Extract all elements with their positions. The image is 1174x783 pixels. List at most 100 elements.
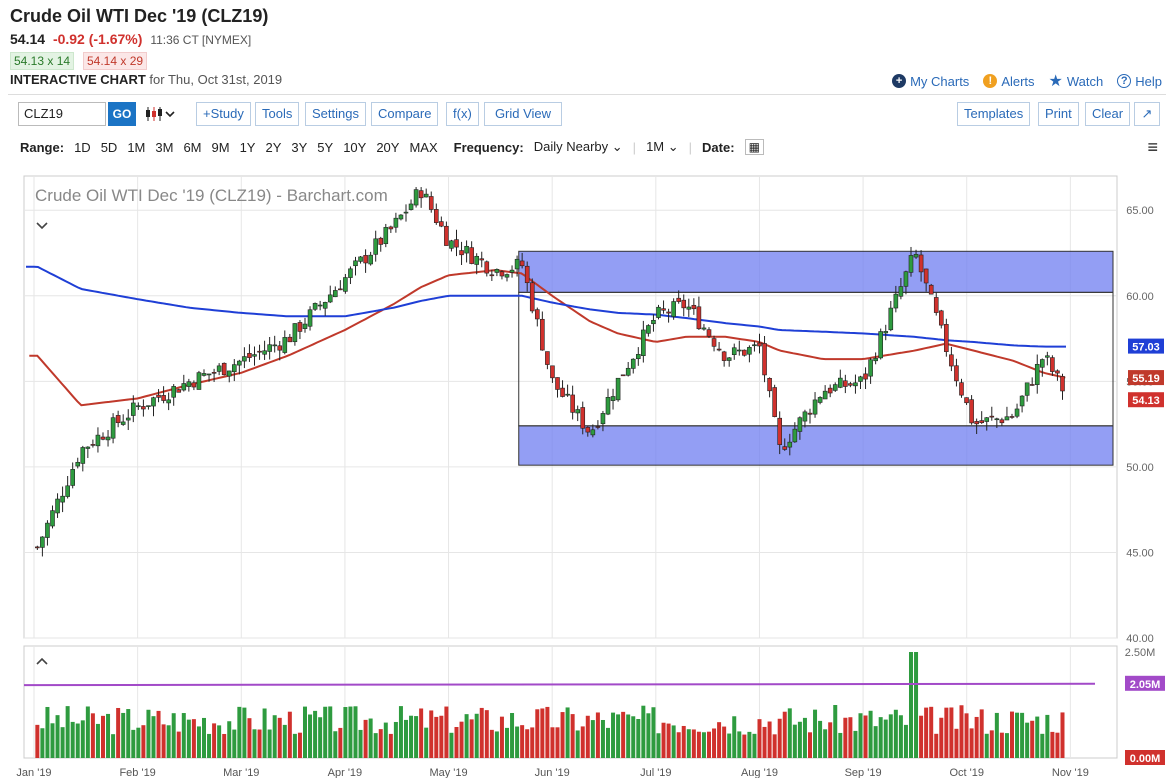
fx-button[interactable]: f(x): [446, 102, 479, 126]
volume-bar: [636, 718, 641, 758]
candle: [292, 323, 298, 343]
range-option-1m[interactable]: 1M: [127, 139, 146, 155]
volume-bar: [449, 732, 454, 758]
compare-button[interactable]: Compare: [371, 102, 439, 126]
candle: [938, 310, 944, 326]
volume-bar: [959, 705, 964, 758]
candle: [701, 327, 707, 330]
settings-button[interactable]: Settings: [305, 102, 366, 126]
volume-bar: [166, 725, 171, 758]
volume-bar: [383, 722, 388, 758]
range-option-2y[interactable]: 2Y: [265, 139, 282, 155]
candle: [742, 349, 747, 356]
candle: [514, 258, 520, 270]
alerts-link[interactable]: ! Alerts: [983, 74, 1035, 89]
candle: [1024, 382, 1030, 396]
candle: [433, 209, 439, 223]
candle: [216, 365, 222, 372]
ma200-line: [26, 265, 1066, 348]
candle: [979, 420, 984, 424]
volume-bar: [40, 728, 45, 758]
candle: [903, 271, 909, 287]
volume-bar: [641, 705, 646, 758]
range-option-3m[interactable]: 3M: [155, 139, 174, 155]
range-option-1y[interactable]: 1Y: [239, 139, 256, 155]
volume-average-line: [23, 682, 1096, 687]
range-option-3y[interactable]: 3Y: [291, 139, 308, 155]
volume-bar: [767, 721, 772, 758]
candle: [671, 301, 676, 317]
volume-bar: [429, 710, 434, 758]
interval-select[interactable]: 1M ⌄: [646, 139, 679, 155]
range-options: 1D 5D 1M 3M 6M 9M 1Y 2Y 3Y 5Y 10Y 20Y MAX: [74, 140, 438, 155]
range-option-6m[interactable]: 6M: [183, 139, 202, 155]
chevron-down-icon[interactable]: [36, 222, 48, 230]
candle: [853, 382, 858, 387]
expand-button[interactable]: ↗: [1134, 102, 1160, 126]
x-tick-label: Jul '19: [640, 767, 671, 778]
watch-link[interactable]: ★ Watch: [1049, 71, 1104, 91]
volume-bar: [484, 710, 489, 758]
price-label-box: [1128, 338, 1164, 354]
volume-bar: [747, 731, 752, 758]
candle: [327, 294, 333, 303]
candle: [716, 348, 722, 351]
candle: [752, 344, 757, 347]
templates-button[interactable]: Templates: [957, 102, 1031, 126]
clear-button[interactable]: Clear: [1085, 102, 1131, 126]
candle: [933, 297, 939, 313]
range-option-1d[interactable]: 1D: [74, 139, 91, 155]
candle: [923, 268, 929, 284]
candle: [1004, 416, 1010, 421]
volume-bar: [752, 733, 757, 758]
grid-view-button[interactable]: Grid View: [484, 102, 562, 126]
interactive-chart-line: INTERACTIVE CHART for Thu, Oct 31st, 201…: [10, 72, 282, 87]
volume-bar: [100, 715, 105, 758]
volume-bar: [772, 734, 777, 758]
menu-icon[interactable]: ≡: [1147, 137, 1158, 157]
range-option-10y[interactable]: 10Y: [343, 139, 367, 155]
tools-button[interactable]: Tools: [255, 102, 300, 126]
frequency-select[interactable]: Daily Nearby ⌄: [534, 139, 623, 155]
volume-bar: [454, 727, 459, 758]
symbol-input[interactable]: CLZ19: [18, 102, 106, 126]
chart-area[interactable]: Jan '19 Feb '19 Mar '19 Apr '19 May '19 Jun '…: [0, 168, 1174, 783]
volume-bar: [181, 713, 186, 758]
candle: [449, 240, 454, 249]
volume-bar: [95, 723, 100, 758]
volume-bar: [813, 709, 818, 758]
candle: [959, 382, 964, 396]
range-option-20y[interactable]: 20Y: [376, 139, 400, 155]
volume-bar: [843, 717, 848, 758]
volume-bar: [121, 712, 126, 758]
candle: [343, 277, 348, 292]
chart-type-dropdown[interactable]: [143, 102, 177, 126]
candle: [964, 397, 969, 404]
help-icon: ?: [1117, 74, 1132, 88]
range-option-5y[interactable]: 5Y: [317, 139, 334, 155]
volume-bar: [499, 716, 504, 758]
volume-bar: [626, 714, 631, 758]
candle: [868, 359, 873, 377]
help-link[interactable]: ? Help: [1117, 74, 1162, 89]
ma50-line: [29, 269, 1066, 407]
print-button[interactable]: Print: [1038, 102, 1079, 126]
y-tick-label: 40.00: [1126, 633, 1154, 645]
candle: [949, 354, 954, 367]
x-tick-label: Aug '19: [741, 767, 778, 778]
calendar-button[interactable]: ▦: [744, 139, 764, 155]
my-charts-link[interactable]: + My Charts: [892, 74, 969, 89]
candle: [747, 347, 752, 355]
study-button[interactable]: +Study: [196, 102, 251, 126]
range-option-max[interactable]: MAX: [409, 139, 438, 155]
range-option-5d[interactable]: 5D: [100, 139, 118, 155]
price-chart[interactable]: Jan '19 Feb '19 Mar '19 Apr '19 May '19 Jun '…: [0, 168, 1174, 779]
candle: [226, 370, 232, 377]
go-button[interactable]: GO: [108, 102, 136, 126]
chevron-up-icon[interactable]: [36, 657, 48, 665]
candle: [454, 239, 459, 248]
ask-badge: 54.14 x 29: [83, 52, 148, 70]
candle: [353, 260, 358, 267]
volume-bar: [873, 726, 878, 758]
range-option-9m[interactable]: 9M: [211, 139, 230, 155]
